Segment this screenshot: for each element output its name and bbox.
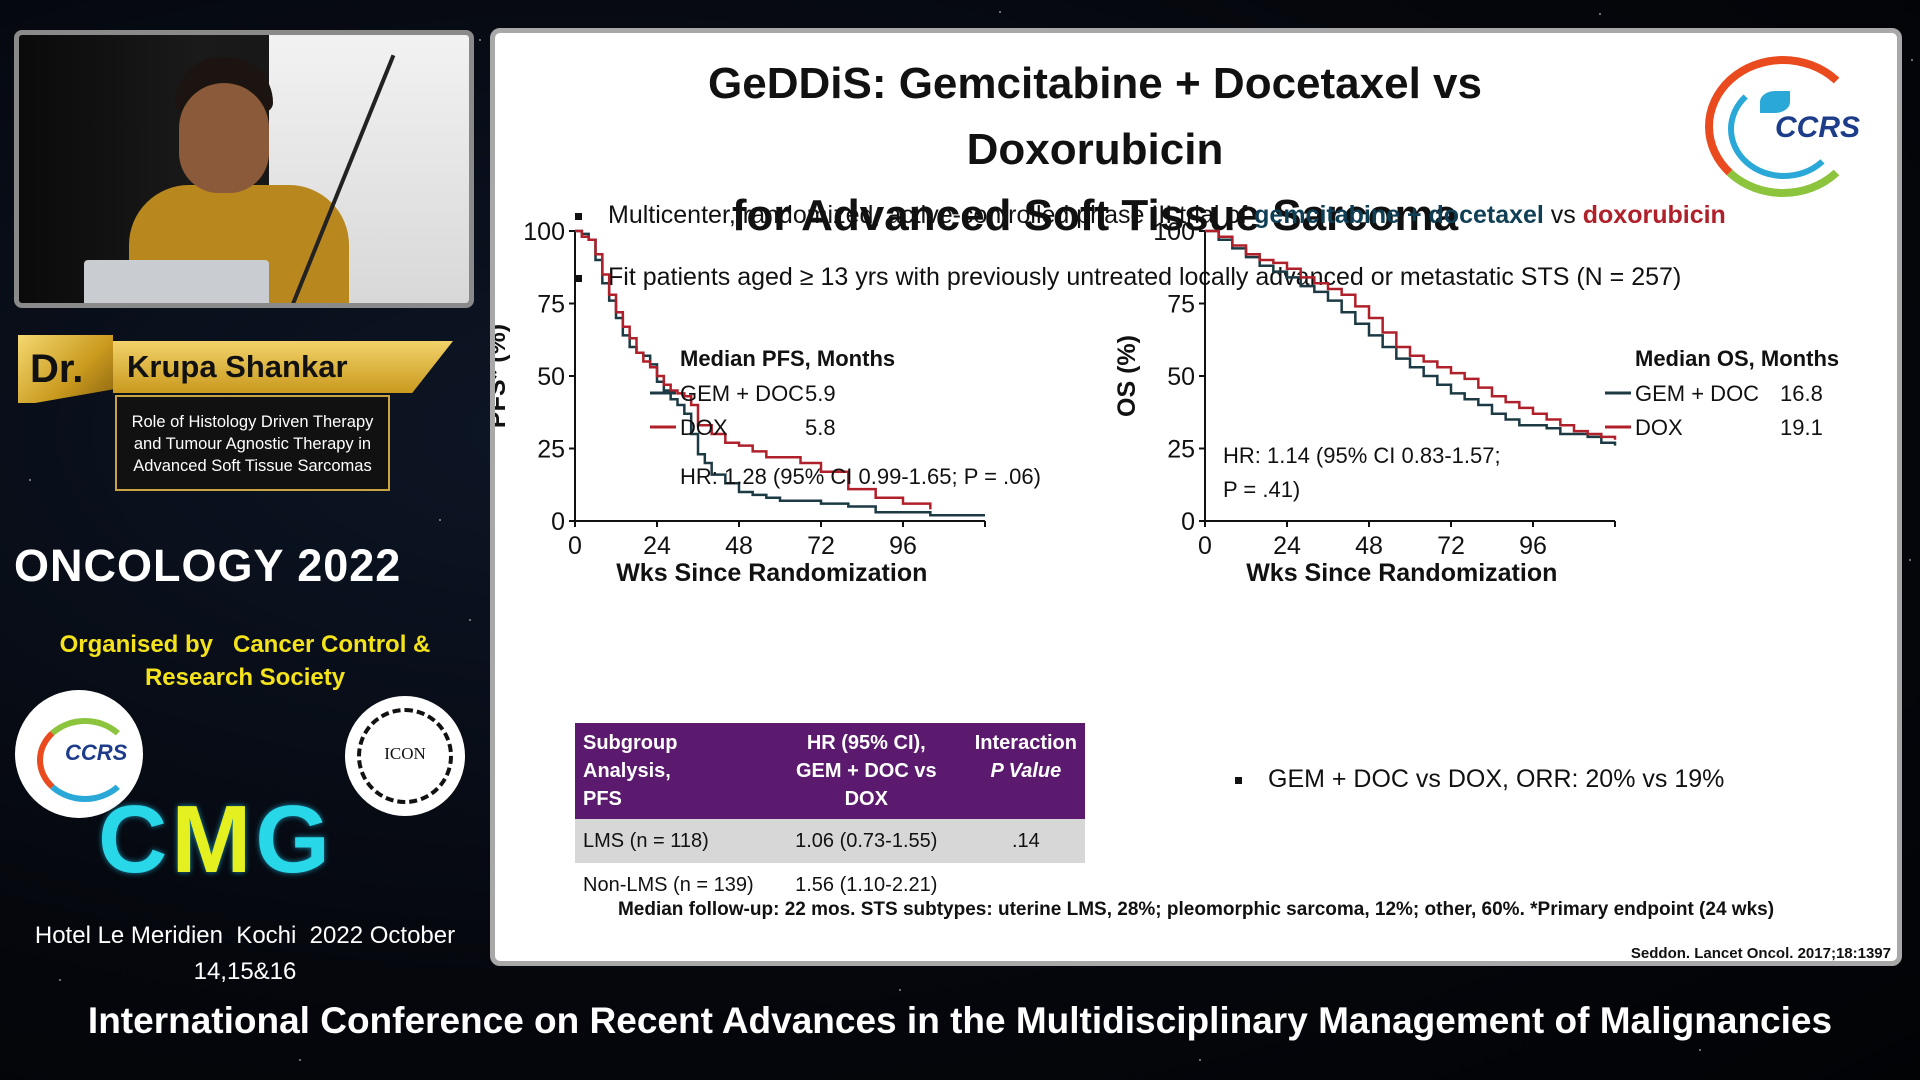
event-name: ONCOLOGY 2022 [14, 540, 402, 591]
legend-median: 16.8 [1780, 381, 1823, 406]
hr-annotation: P = .41) [1223, 477, 1300, 502]
y-tick-label: 50 [537, 363, 565, 391]
talk-title: Role of Histology Driven Therapy and Tum… [115, 395, 390, 491]
y-axis-label: OS (%) [1113, 335, 1141, 417]
y-tick-label: 0 [1181, 508, 1195, 536]
presentation-slide: GeDDiS: Gemcitabine + Docetaxel vs Doxor… [490, 28, 1902, 966]
x-tick-label: 72 [1437, 532, 1465, 560]
y-tick-label: 100 [1153, 218, 1195, 246]
conference-title: International Conference on Recent Advan… [87, 1000, 1833, 1041]
series-line [1205, 229, 1617, 440]
x-tick-label: 48 [725, 532, 753, 560]
legend-entry: DOX [680, 415, 728, 440]
bullet-patients: Fit patients aged ≥ 13 yrs with previous… [575, 263, 1681, 292]
x-axis-label: Wks Since Randomization [616, 559, 927, 587]
x-tick-label: 24 [643, 532, 671, 560]
y-tick-label: 50 [1167, 363, 1195, 391]
legend-entry: GEM + DOC [680, 381, 804, 406]
y-tick-label: 0 [551, 508, 565, 536]
table-row: LMS (n = 118) 1.06 (0.73-1.55) .14 [575, 819, 1085, 863]
series-line [575, 229, 985, 517]
x-tick-label: 0 [1198, 532, 1212, 560]
bullet-square-icon [1235, 776, 1242, 784]
speaker-video [14, 30, 474, 308]
speaker-prefix: Dr. [18, 335, 113, 403]
bullet-square-icon [575, 274, 582, 282]
organiser: Organised by Cancer Control & Research S… [59, 631, 431, 691]
y-tick-label: 75 [1167, 291, 1195, 319]
y-axis-label: PFS* (%) [495, 324, 511, 428]
table-header: Interaction P Value [966, 723, 1085, 819]
x-tick-label: 96 [889, 532, 917, 560]
series-line [1205, 229, 1617, 446]
x-tick-label: 96 [1519, 532, 1547, 560]
x-tick-label: 72 [807, 532, 835, 560]
speaker-name: Krupa Shankar [113, 341, 453, 393]
icon-logo: ICON [345, 696, 465, 816]
y-tick-label: 25 [1167, 436, 1195, 464]
legend-title: Median OS, Months [1635, 346, 1839, 371]
speaker-name-banner: Dr. Krupa Shankar [18, 335, 458, 435]
table-header: Subgroup Analysis, PFS [575, 723, 766, 819]
bullet-orr: GEM + DOC vs DOX, ORR: 20% vs 19% [1235, 765, 1724, 794]
footnote: Median follow-up: 22 mos. STS subtypes: … [617, 899, 1775, 920]
venue-info: Hotel Le Meridien Kochi 2022 October 14,… [34, 922, 456, 985]
y-tick-label: 75 [537, 291, 565, 319]
ccrs-logo: CCRS [15, 690, 143, 818]
cmg-brand-logo: CMG [98, 786, 334, 893]
table-row: Non-LMS (n = 139) 1.56 (1.10-2.21) [575, 863, 1085, 907]
series-line [575, 229, 932, 510]
citation: Seddon. Lancet Oncol. 2017;18:1397 [1630, 945, 1891, 962]
hr-annotation: HR: 1.28 (95% CI 0.99-1.65; P = .06) [680, 464, 1041, 489]
y-tick-label: 25 [537, 436, 565, 464]
table-header: HR (95% CI), GEM + DOC vs DOX [765, 723, 967, 819]
legend-median: 5.9 [805, 381, 836, 406]
laptop-icon [84, 260, 269, 303]
legend-title: Median PFS, Months [680, 346, 895, 371]
legend-median: 19.1 [1780, 415, 1823, 440]
x-tick-label: 48 [1355, 532, 1383, 560]
bullet-square-icon [575, 212, 582, 220]
x-tick-label: 0 [568, 532, 582, 560]
subgroup-table: Subgroup Analysis, PFS HR (95% CI), GEM + … [575, 723, 1085, 907]
slide-title: GeDDiS: Gemcitabine + Docetaxel vs Doxor… [708, 59, 1482, 240]
x-axis-label: Wks Since Randomization [1246, 559, 1557, 587]
hr-annotation: HR: 1.14 (95% CI 0.83-1.57; [1223, 443, 1501, 468]
bird-icon [1760, 91, 1790, 113]
legend-entry: GEM + DOC [1635, 381, 1759, 406]
y-tick-label: 100 [523, 218, 565, 246]
ccrs-slide-logo: CCRS [1700, 51, 1861, 197]
bullet-trial-design: Multicenter, randomized, active-controll… [575, 201, 1726, 230]
x-tick-label: 24 [1273, 532, 1301, 560]
legend-entry: DOX [1635, 415, 1683, 440]
legend-median: 5.8 [805, 415, 836, 440]
